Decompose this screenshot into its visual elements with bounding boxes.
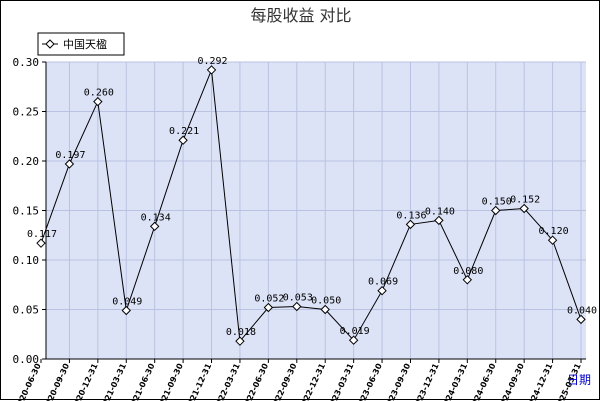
data-point — [519, 203, 529, 214]
data-point — [93, 96, 103, 107]
data-label: 0.069 — [368, 277, 398, 288]
y-tick-label: 0.20 — [13, 155, 40, 168]
x-tick-label: 2024-06-30 — [468, 362, 498, 401]
data-point — [235, 336, 245, 346]
data-point — [547, 235, 558, 245]
data-point — [348, 335, 359, 345]
x-tick-label: 2020-09-30 — [41, 362, 71, 401]
y-tick-label: 0.05 — [13, 304, 40, 317]
data-label: 0.019 — [340, 326, 370, 337]
x-tick-label: 2021-06-30 — [127, 362, 157, 401]
data-label: 0.049 — [112, 296, 142, 307]
x-tick-label: 2024-09-30 — [496, 362, 526, 401]
x-tick-label: 2021-03-31 — [98, 362, 128, 401]
data-label: 0.040 — [567, 305, 597, 316]
data-label: 0.136 — [396, 210, 426, 221]
x-tick-label: 2022-12-31 — [297, 362, 327, 401]
legend-diamond-icon — [45, 39, 55, 49]
data-points — [36, 65, 586, 346]
data-point — [149, 221, 160, 232]
x-tick-label: 2024-03-31 — [439, 362, 469, 401]
data-point — [263, 302, 274, 313]
data-label: 0.080 — [453, 266, 483, 277]
x-axis-corner-label: 日期 — [567, 373, 591, 387]
data-label: 0.152 — [510, 195, 540, 206]
data-label: 0.052 — [254, 294, 284, 305]
data-point — [576, 314, 586, 325]
data-label: 0.221 — [169, 126, 199, 137]
data-label: 0.260 — [84, 88, 114, 99]
x-tick-label: 2022-06-30 — [240, 362, 270, 401]
x-tick-label: 2023-03-31 — [326, 362, 356, 401]
data-label: 0.120 — [539, 226, 569, 237]
x-axis-ticks: 2020-06-302020-09-302020-12-312021-03-31… — [13, 359, 583, 401]
data-point — [462, 275, 473, 285]
legend-box — [37, 32, 125, 56]
y-tick-label: 0.25 — [13, 106, 40, 119]
chart-title: 每股收益 对比 — [250, 6, 351, 25]
grid-lines — [46, 61, 586, 360]
x-tick-label: 2022-09-30 — [269, 362, 299, 401]
x-tick-label: 2021-12-31 — [184, 362, 214, 401]
data-label: 0.053 — [283, 293, 313, 304]
x-tick-label: 2023-12-31 — [411, 362, 441, 401]
data-label: 0.134 — [141, 212, 171, 223]
x-tick-label: 2022-03-31 — [212, 362, 242, 401]
data-labels: 0.117 0.197 0.260 0.049 0.134 0.221 0.292 0.018… — [27, 56, 597, 338]
data-point — [36, 238, 46, 248]
data-label: 0.117 — [27, 229, 57, 240]
data-point — [206, 65, 217, 75]
data-label: 0.150 — [482, 197, 512, 208]
x-tick-label: 2020-06-30 — [13, 362, 43, 401]
data-point — [320, 304, 330, 315]
legend-label: 中国天楹 — [63, 37, 107, 51]
data-label: 0.018 — [226, 327, 256, 338]
x-tick-label: 2020-12-31 — [70, 362, 100, 401]
y-tick-label: 0.00 — [13, 353, 40, 366]
data-label: 0.197 — [55, 150, 85, 161]
y-tick-label: 0.30 — [13, 56, 40, 69]
data-point — [491, 205, 501, 216]
x-tick-label: 2021-09-30 — [155, 362, 185, 401]
data-point — [377, 285, 387, 296]
data-point — [405, 219, 416, 230]
data-point — [178, 135, 188, 145]
data-label: 0.140 — [425, 206, 455, 217]
x-tick-label: 2023-09-30 — [383, 362, 413, 401]
data-point — [121, 305, 131, 316]
y-axis-ticks: 0.00 0.05 0.10 0.15 0.20 0.25 0.30 — [13, 56, 46, 366]
y-tick-label: 0.10 — [13, 254, 40, 267]
data-point — [434, 215, 444, 226]
series-line-zhongguo-tianying — [40, 69, 582, 343]
data-point — [292, 301, 302, 312]
x-tick-label: 2024-12-31 — [525, 362, 555, 401]
data-label: 0.292 — [197, 56, 227, 67]
data-label: 0.050 — [311, 296, 341, 307]
x-tick-label: 2023-06-30 — [354, 362, 384, 401]
legend: 中国天楹 — [37, 32, 125, 56]
y-tick-label: 0.15 — [13, 205, 40, 218]
data-point — [64, 159, 75, 169]
